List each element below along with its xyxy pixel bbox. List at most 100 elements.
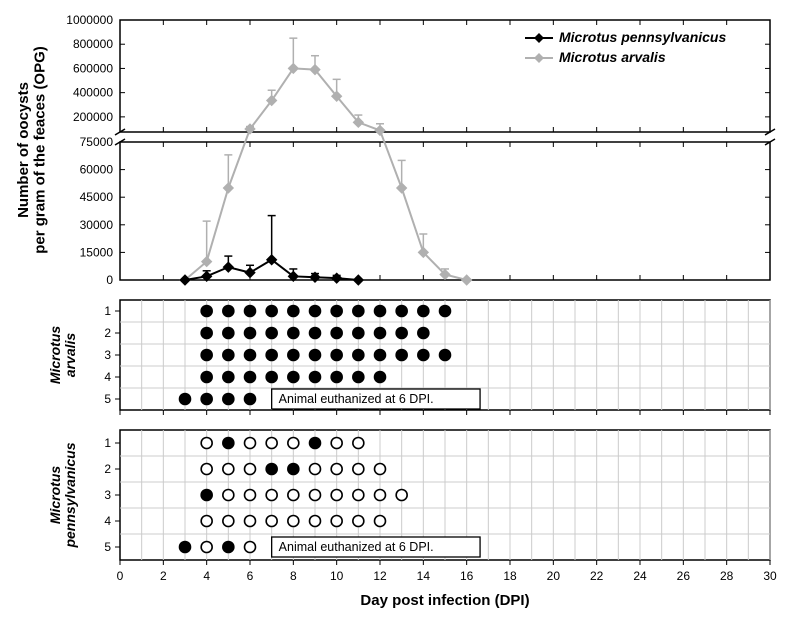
presence-dot [331, 306, 342, 317]
presence-dot [310, 306, 321, 317]
presence-dot [288, 306, 299, 317]
presence-dot [201, 306, 212, 317]
presence-dot [266, 490, 277, 501]
xtick-label: 24 [633, 569, 647, 583]
figure: 0150003000045000600007500020000040000060… [0, 0, 800, 621]
top-panel-lower-frame [120, 142, 770, 280]
panel-title: Microtusarvalis [47, 326, 78, 385]
presence-dot [353, 438, 364, 449]
presence-dot [223, 464, 234, 475]
presence-dot [331, 350, 342, 361]
presence-dot [375, 372, 386, 383]
presence-dot [331, 328, 342, 339]
presence-dot [266, 438, 277, 449]
presence-dot [396, 328, 407, 339]
penn-marker [223, 262, 233, 272]
presence-dot [396, 306, 407, 317]
presence-dot [331, 490, 342, 501]
penn-marker [353, 275, 363, 285]
presence-dot [201, 350, 212, 361]
presence-dot [223, 438, 234, 449]
xtick-label: 14 [417, 569, 431, 583]
presence-dot [201, 490, 212, 501]
legend-label: Microtus pennsylvanicus [559, 29, 726, 45]
presence-dot [266, 516, 277, 527]
xtick-label: 16 [460, 569, 474, 583]
presence-dot [331, 438, 342, 449]
presence-dot [375, 328, 386, 339]
presence-dot [288, 328, 299, 339]
row-label: 5 [104, 540, 111, 554]
presence-dot [223, 516, 234, 527]
presence-dot [353, 372, 364, 383]
presence-dot [288, 490, 299, 501]
presence-dot [245, 372, 256, 383]
presence-dot [288, 372, 299, 383]
presence-dot [396, 350, 407, 361]
presence-dot [331, 516, 342, 527]
y-axis-title: Number of oocystsper gram of the feaces … [15, 46, 49, 254]
presence-dot [201, 516, 212, 527]
presence-dot [201, 328, 212, 339]
ytick-label: 30000 [80, 218, 114, 232]
presence-dot [223, 490, 234, 501]
presence-dot [223, 542, 234, 553]
presence-dot [201, 464, 212, 475]
ytick-label: 0 [106, 273, 113, 287]
xtick-label: 30 [763, 569, 777, 583]
presence-dot [353, 306, 364, 317]
ytick-label: 75000 [80, 135, 114, 149]
row-label: 4 [104, 514, 111, 528]
row-label: 3 [104, 348, 111, 362]
xtick-label: 20 [547, 569, 561, 583]
presence-dot [223, 306, 234, 317]
xtick-label: 10 [330, 569, 344, 583]
presence-dot [245, 394, 256, 405]
legend-marker-icon [534, 33, 544, 43]
annotation-text: Animal euthanized at 6 DPI. [279, 392, 434, 406]
presence-dot [223, 328, 234, 339]
presence-dot [353, 516, 364, 527]
arvalis-marker [462, 275, 472, 285]
presence-dot [353, 328, 364, 339]
presence-dot [245, 438, 256, 449]
ytick-label: 400000 [73, 86, 113, 100]
x-axis-title: Day post infection (DPI) [360, 592, 529, 609]
presence-dot [245, 328, 256, 339]
presence-dot [310, 328, 321, 339]
legend-label: Microtus arvalis [559, 49, 666, 65]
ytick-label: 200000 [73, 110, 113, 124]
presence-dot [223, 394, 234, 405]
presence-dot [288, 464, 299, 475]
ytick-label: 800000 [73, 37, 113, 51]
presence-dot [440, 306, 451, 317]
presence-dot [375, 490, 386, 501]
arvalis-marker [397, 183, 407, 193]
ytick-label: 600000 [73, 61, 113, 75]
row-label: 5 [104, 392, 111, 406]
presence-dot [266, 328, 277, 339]
presence-dot [375, 516, 386, 527]
panel-title: Microtuspennsylvanicus [47, 442, 78, 548]
presence-dot [375, 306, 386, 317]
presence-dot [310, 350, 321, 361]
presence-dot [266, 350, 277, 361]
row-label: 3 [104, 488, 111, 502]
row-label: 1 [104, 436, 111, 450]
ytick-label: 1000000 [66, 13, 113, 27]
presence-dot [245, 306, 256, 317]
presence-dot [245, 464, 256, 475]
presence-dot [245, 542, 256, 553]
presence-dot [418, 306, 429, 317]
presence-dot [418, 350, 429, 361]
xtick-label: 8 [290, 569, 297, 583]
presence-dot [223, 372, 234, 383]
presence-dot [201, 438, 212, 449]
xtick-label: 4 [203, 569, 210, 583]
penn-marker [245, 268, 255, 278]
xtick-label: 12 [373, 569, 387, 583]
presence-dot [245, 516, 256, 527]
presence-dot [288, 438, 299, 449]
xtick-label: 6 [247, 569, 254, 583]
presence-dot [180, 394, 191, 405]
